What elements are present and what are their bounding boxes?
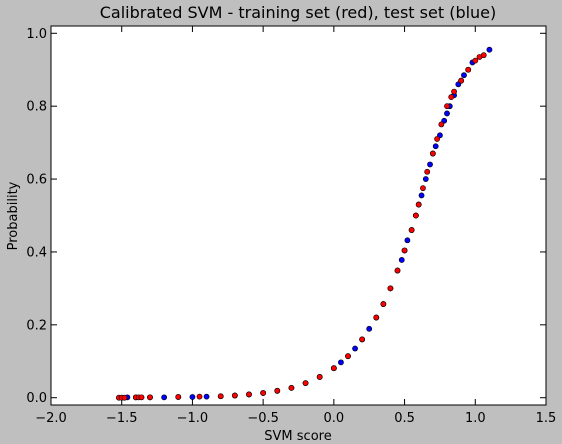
test-point — [422, 176, 429, 182]
training-point — [302, 380, 309, 387]
test-point — [404, 237, 411, 244]
training-point — [408, 227, 415, 233]
training-point — [196, 393, 203, 400]
y-tick-label: 0.0 — [26, 391, 47, 406]
training-point — [465, 66, 472, 73]
test-point — [352, 345, 358, 352]
training-point — [424, 168, 431, 175]
x-tick-label: 1.0 — [465, 411, 486, 426]
training-point — [429, 150, 436, 157]
training-point — [394, 267, 401, 274]
x-tick-label: −1.5 — [106, 411, 138, 426]
training-point — [438, 121, 445, 128]
x-tick-label: 0.5 — [394, 411, 415, 426]
test-point — [486, 46, 493, 53]
training-point — [480, 52, 487, 59]
training-point — [359, 336, 366, 343]
training-point — [380, 301, 387, 307]
x-tick-label: −1.0 — [177, 411, 209, 426]
training-point — [401, 247, 408, 254]
data-points — [115, 46, 493, 401]
y-tick-label: 0.4 — [26, 245, 47, 260]
training-point — [231, 392, 238, 399]
training-point — [345, 353, 351, 360]
y-tick-label: 1.0 — [26, 27, 47, 42]
x-axis-label: SVM score — [264, 429, 331, 444]
test-point — [418, 192, 425, 199]
test-point — [461, 72, 467, 79]
y-tick-label: 0.6 — [26, 173, 47, 188]
training-point — [412, 212, 419, 219]
test-point — [338, 359, 344, 366]
training-point — [246, 391, 252, 398]
training-point — [458, 77, 465, 84]
test-point — [444, 110, 450, 117]
training-point — [217, 393, 224, 400]
training-point — [451, 88, 457, 95]
test-point — [398, 257, 405, 263]
training-point — [260, 390, 267, 396]
tick-labels: −2.0 −1.5 −1.0 −0.5 0.0 0.5 1.0 1.5 0.0 0.2 0.4 0.6… — [26, 27, 556, 426]
training-point — [444, 103, 450, 110]
training-point — [448, 94, 455, 100]
y-tick-label: 0.8 — [26, 100, 47, 115]
training-point — [138, 394, 145, 401]
training-point — [387, 285, 394, 292]
training-point — [415, 201, 422, 208]
training-point — [472, 57, 479, 64]
test-point — [432, 143, 439, 150]
training-point — [373, 314, 380, 321]
training-point — [434, 136, 440, 142]
chart-title: Calibrated SVM - training set (red), tes… — [100, 3, 497, 22]
x-tick-label: 0.0 — [324, 411, 345, 426]
test-point — [366, 325, 373, 332]
x-tick-label: −2.0 — [35, 411, 67, 426]
x-tick-label: 1.5 — [536, 411, 557, 426]
training-point — [420, 185, 426, 192]
test-point — [427, 161, 433, 168]
plot-frame — [50, 25, 547, 406]
test-point — [189, 394, 196, 400]
test-point — [203, 393, 210, 400]
training-point — [330, 365, 337, 372]
y-tick-label: 0.2 — [26, 318, 47, 333]
training-point — [147, 394, 153, 401]
y-axis-label: Probability — [6, 181, 21, 250]
training-point — [175, 394, 182, 400]
training-point — [121, 394, 128, 401]
training-point — [316, 374, 323, 380]
x-tick-label: −0.5 — [247, 411, 279, 426]
training-point — [288, 384, 295, 391]
plot-area — [51, 26, 546, 405]
training-point — [274, 387, 281, 394]
test-point — [161, 394, 168, 401]
